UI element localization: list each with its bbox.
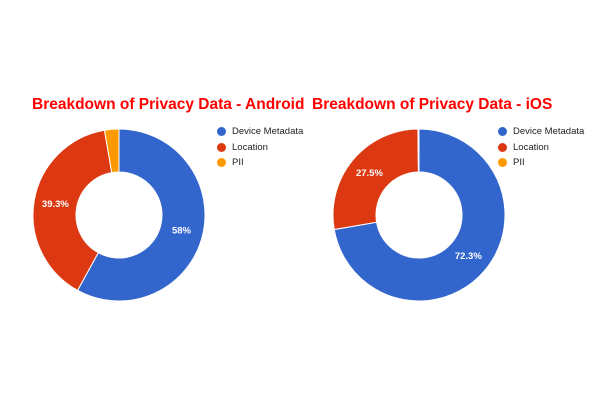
legend-swatch [498,142,507,152]
legend-item-location[interactable]: Location [498,140,584,156]
chart-title: Breakdown of Privacy Data - Android [32,96,305,113]
android-donut-chart: 58% 39.3% [32,128,206,302]
slice-device-metadata[interactable] [76,128,206,302]
legend-swatch [217,127,226,137]
slice-location[interactable] [332,128,419,231]
slice-device-metadata[interactable] [333,128,506,302]
chart-title: Breakdown of Privacy Data - iOS [312,96,553,113]
legend-label: PII [513,157,525,169]
data-label-device-metadata: 72.3% [455,251,482,262]
legend-label: Location [513,141,549,153]
legend-label: Device Metadata [513,126,585,138]
data-label-location: 39.3% [42,199,69,210]
legend-label: Location [232,141,268,153]
ios-chart-panel: Breakdown of Privacy Data - iOS 72.3% 27.… [300,0,600,400]
legend-label: Device Metadata [232,126,304,138]
legend-item-location[interactable]: Location [217,140,303,156]
legend-swatch [217,158,226,168]
data-label-location: 27.5% [356,168,383,179]
android-chart-panel: Breakdown of Privacy Data - Android 58% 3… [32,96,304,302]
slice-pii[interactable] [103,128,120,174]
legend-item-pii[interactable]: PII [217,155,303,171]
legend-swatch [498,158,507,168]
ios-donut-chart: 72.3% 27.5% [332,128,506,302]
data-label-device-metadata: 58% [172,226,192,237]
legend-item-pii[interactable]: PII [498,155,584,171]
legend-swatch [498,127,507,137]
legend-item-device-metadata[interactable]: Device Metadata [217,124,303,140]
legend-swatch [217,142,226,152]
android-legend: Device Metadata Location PII [217,124,303,171]
slice-pii[interactable] [417,128,420,173]
slice-location[interactable] [32,129,113,292]
legend-label: PII [232,157,244,169]
legend-item-device-metadata[interactable]: Device Metadata [498,124,584,140]
ios-legend: Device Metadata Location PII [498,124,584,171]
